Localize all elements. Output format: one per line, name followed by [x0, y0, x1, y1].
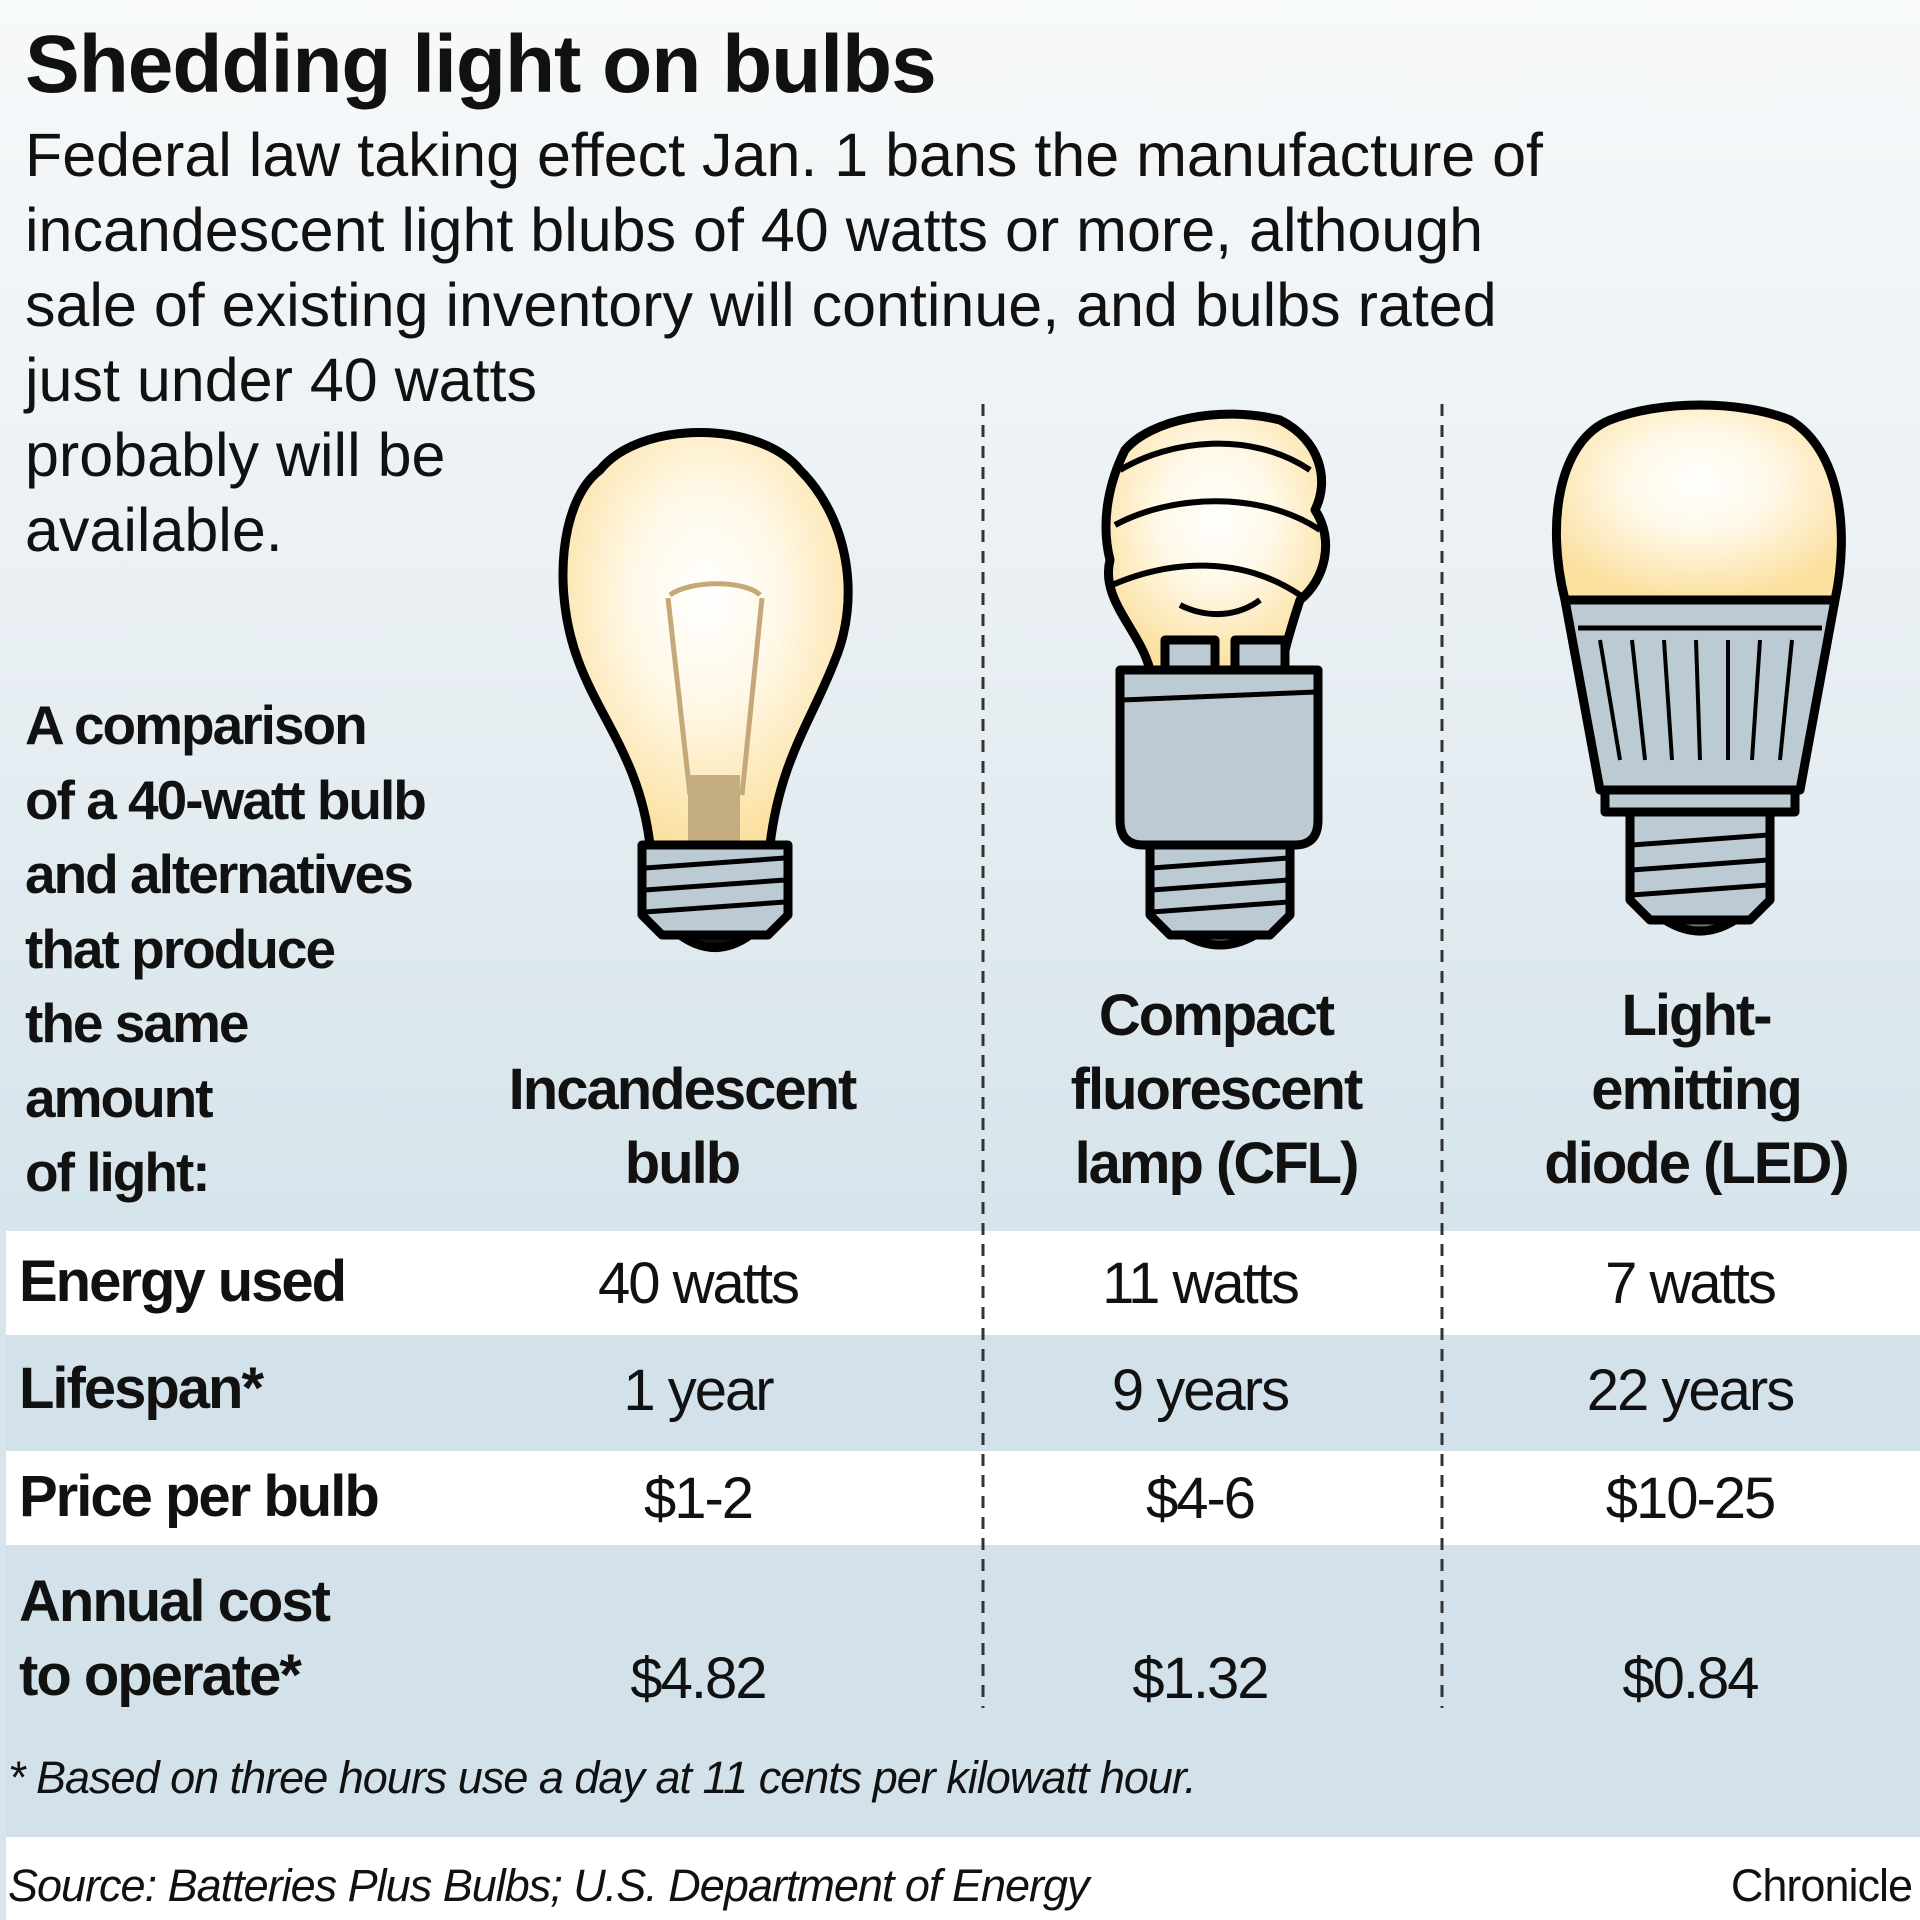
cell-lifespan-cfl: 9 years: [1111, 1358, 1290, 1423]
column-header-line: Compact: [1098, 983, 1335, 1048]
column-header-line: emitting: [1591, 1057, 1803, 1122]
cell-price-incandescent: $1-2: [643, 1466, 754, 1531]
intro-line: Federal law taking effect Jan. 1 bans th…: [25, 121, 1544, 189]
row-annual-bg: [6, 1545, 1920, 1837]
row-lifespan-bg: [6, 1335, 1920, 1451]
row-price-bg: [6, 1451, 1920, 1545]
cell-annual-cfl: $1.32: [1132, 1646, 1269, 1711]
comparison-line: amount: [25, 1066, 214, 1129]
comparison-line: A comparison: [25, 694, 368, 756]
cell-lifespan-led: 22 years: [1586, 1358, 1795, 1423]
cell-price-led: $10-25: [1605, 1466, 1777, 1531]
comparison-intro: A comparison of a 40-watt bulb and alter…: [25, 688, 427, 1210]
comparison-line: and alternatives: [25, 843, 414, 905]
source-bg: [6, 1837, 1920, 1920]
comparison-line: of a 40-watt bulb: [25, 768, 427, 831]
cell-annual-incandescent: $4.82: [630, 1646, 767, 1711]
source-line: Source: Batteries Plus Bulbs; U.S. Depar…: [8, 1860, 1090, 1911]
cell-lifespan-incandescent: 1 year: [623, 1358, 774, 1423]
footnote: * Based on three hours use a day at 11 c…: [8, 1752, 1197, 1803]
credit: Chronicle: [1730, 1860, 1913, 1911]
row-label-line: Annual cost: [19, 1569, 331, 1634]
intro-line: just under 40 watts: [25, 346, 538, 414]
intro-line: probably will be: [25, 421, 446, 489]
row-label-line: to operate*: [19, 1643, 302, 1708]
column-header-line: fluorescent: [1070, 1057, 1364, 1122]
column-header-line: Incandescent: [508, 1057, 858, 1122]
column-header-line: Light-: [1621, 983, 1772, 1048]
comparison-line: the same: [25, 992, 249, 1054]
cell-energy-incandescent: 40 watts: [598, 1251, 800, 1316]
intro-line: available.: [25, 496, 283, 564]
cell-energy-cfl: 11 watts: [1102, 1251, 1300, 1316]
cell-energy-led: 7 watts: [1605, 1251, 1777, 1316]
intro-line: sale of existing inventory will continue…: [25, 271, 1497, 339]
page-title: Shedding light on bulbs: [25, 19, 937, 110]
column-header-incandescent: Incandescent bulb: [472, 1053, 892, 1201]
comparison-line: of light:: [25, 1141, 211, 1203]
column-header-led: Light- emitting diode (LED): [1486, 979, 1906, 1201]
row-label-price: Price per bulb: [19, 1464, 380, 1529]
comparison-line: that produce: [25, 917, 336, 980]
row-label-lifespan: Lifespan*: [19, 1356, 264, 1421]
intro-line: incandescent light blubs of 40 watts or …: [25, 196, 1484, 264]
cell-annual-led: $0.84: [1622, 1646, 1759, 1711]
cell-price-cfl: $4-6: [1145, 1466, 1256, 1531]
column-header-line: diode (LED): [1544, 1131, 1849, 1196]
column-header-line: lamp (CFL): [1074, 1131, 1360, 1196]
row-energy-bg: [6, 1231, 1920, 1335]
column-header-cfl: Compact fluorescent lamp (CFL): [1006, 979, 1426, 1201]
column-header-line: bulb: [624, 1131, 741, 1196]
row-label-energy: Energy used: [19, 1249, 347, 1314]
intro-text: Federal law taking effect Jan. 1 bans th…: [25, 118, 1905, 568]
row-label-annual-cost: Annual cost to operate*: [19, 1565, 331, 1713]
